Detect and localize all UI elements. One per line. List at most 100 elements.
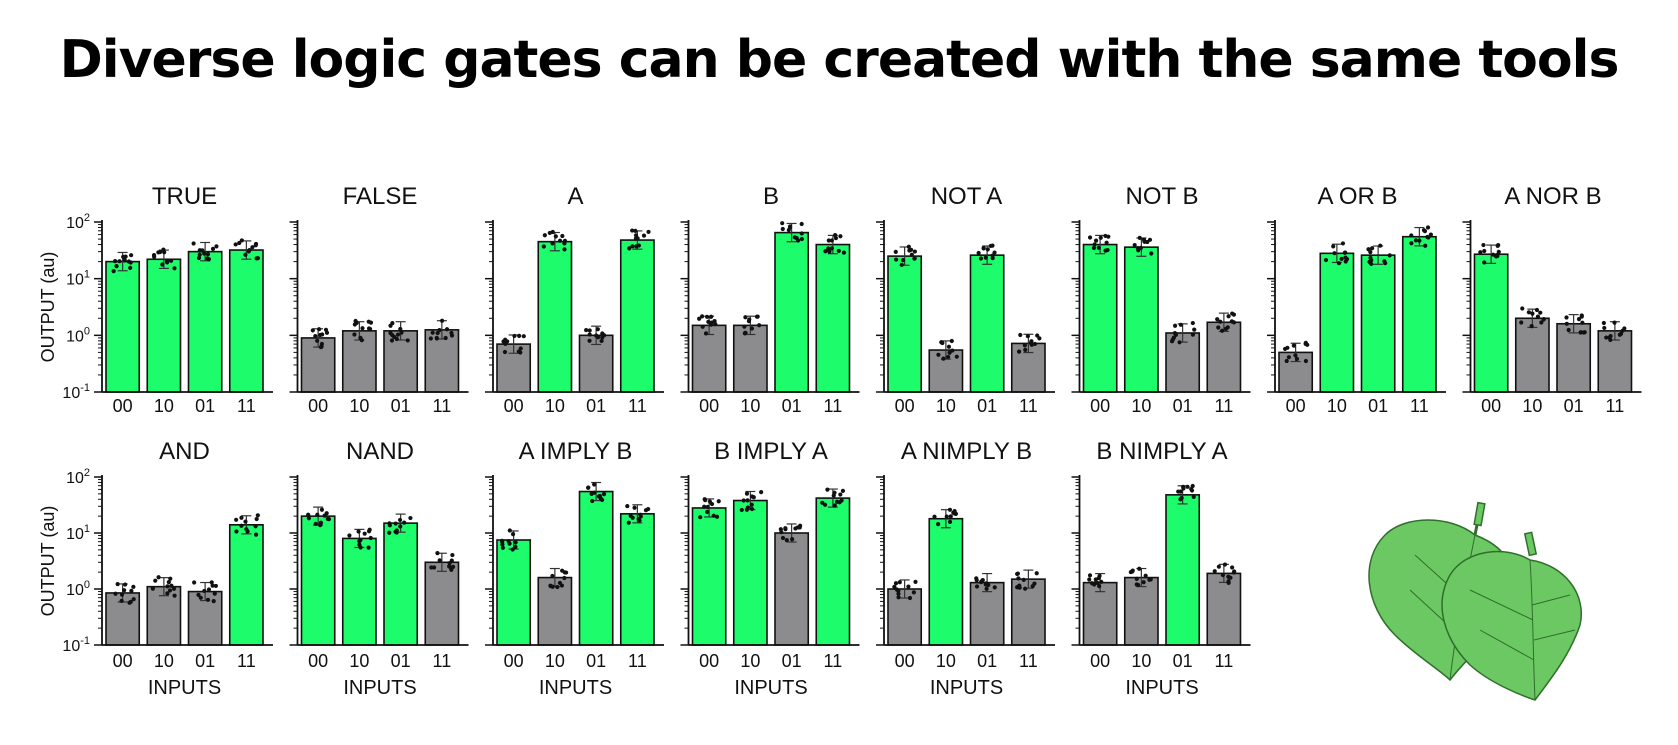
replicate-dot <box>1382 259 1387 264</box>
replicate-dot <box>237 240 242 246</box>
x-tick-label: 00 <box>1286 396 1306 416</box>
replicate-dot <box>1578 330 1583 335</box>
replicate-dot <box>1231 320 1237 325</box>
replicate-dot <box>893 581 899 586</box>
replicate-dot <box>507 528 512 533</box>
replicate-dot <box>434 335 439 340</box>
bar <box>578 490 614 646</box>
replicate-dot <box>306 516 311 521</box>
replicate-dot <box>1226 314 1231 319</box>
replicate-dot <box>1034 571 1039 576</box>
replicate-dot <box>1169 339 1175 344</box>
replicate-dot <box>714 514 720 519</box>
replicate-dot <box>992 585 997 590</box>
replicate-dot <box>1332 251 1337 256</box>
replicate-dot <box>169 583 174 588</box>
replicate-dot <box>313 334 318 339</box>
gate-chart-a-nimply-b: A NIMPLY B 00 10 01 11 INPUTS <box>876 438 1055 699</box>
replicate-dot <box>831 493 836 498</box>
replicate-dot <box>234 517 239 522</box>
replicate-dot <box>239 523 244 528</box>
replicate-dot <box>550 573 555 579</box>
replicate-dot <box>1369 258 1374 263</box>
bar <box>969 254 1005 393</box>
replicate-dot <box>827 249 832 254</box>
replicate-dot <box>1478 250 1483 255</box>
replicate-dot <box>985 247 990 252</box>
green-leaves-illustration-icon <box>1368 501 1582 701</box>
replicate-dot <box>447 564 452 569</box>
replicate-dot <box>510 547 515 552</box>
replicate-dot <box>1099 579 1104 584</box>
chart-title: A <box>567 183 583 210</box>
replicate-dot <box>1022 343 1027 348</box>
replicate-dot <box>1135 246 1140 251</box>
replicate-dot <box>1185 484 1190 489</box>
replicate-dot <box>628 513 633 519</box>
replicate-dot <box>1564 321 1569 326</box>
replicate-dot <box>322 513 327 518</box>
x-axis-label: INPUTS <box>343 677 416 699</box>
slide-title: Diverse logic gates can be created with … <box>59 30 1620 90</box>
x-tick-label: 10 <box>545 396 565 416</box>
x-tick-label: 11 <box>237 651 256 671</box>
x-tick-label: 10 <box>349 396 369 416</box>
replicate-dot <box>1220 572 1225 578</box>
x-tick-label: 01 <box>1564 396 1584 416</box>
replicate-dot <box>780 221 785 226</box>
replicate-dot <box>947 350 952 355</box>
replicate-dot <box>210 583 215 588</box>
replicate-dot <box>521 334 526 339</box>
bar <box>732 324 768 393</box>
replicate-dot <box>358 335 363 340</box>
replicate-dot <box>1366 247 1371 252</box>
bar <box>300 515 336 646</box>
replicate-dot <box>353 318 358 324</box>
replicate-dot <box>839 498 844 503</box>
replicate-dot <box>562 575 567 581</box>
replicate-dot <box>1413 238 1419 243</box>
replicate-dot <box>553 234 558 239</box>
replicate-dot <box>1526 310 1532 315</box>
replicate-dot <box>1582 330 1587 335</box>
replicate-dot <box>1230 565 1235 570</box>
replicate-dot <box>234 529 239 534</box>
replicate-dot <box>986 582 991 588</box>
replicate-dot <box>516 349 521 354</box>
replicate-dot <box>980 578 985 583</box>
replicate-dot <box>941 356 946 361</box>
x-tick-label: 01 <box>782 396 802 416</box>
replicate-dot <box>1035 333 1040 338</box>
replicate-dot <box>990 243 995 248</box>
x-tick-label: 11 <box>433 651 452 671</box>
x-axis-label: INPUTS <box>148 677 221 699</box>
replicate-dot <box>502 349 508 355</box>
replicate-dot <box>1482 248 1487 254</box>
replicate-dot <box>1580 320 1585 325</box>
gate-chart-false: FALSE 00 10 01 11 <box>289 183 469 416</box>
replicate-dot <box>113 259 118 264</box>
replicate-dot <box>1097 584 1102 589</box>
replicate-dot <box>255 256 261 261</box>
x-tick-label: 01 <box>391 651 411 671</box>
chart-title: A NOR B <box>1504 183 1601 210</box>
replicate-dot <box>389 338 395 343</box>
replicate-dot <box>443 335 448 341</box>
replicate-dot <box>129 588 134 594</box>
replicate-dot <box>111 269 116 274</box>
replicate-dot <box>206 587 212 592</box>
replicate-dot <box>325 516 330 522</box>
bar <box>1401 235 1437 393</box>
replicate-dot <box>165 260 170 265</box>
replicate-dot <box>584 327 589 333</box>
x-tick-label: 01 <box>586 396 606 416</box>
x-axis-label: INPUTS <box>539 677 612 699</box>
replicate-dot <box>196 592 201 598</box>
replicate-dot <box>1095 580 1100 585</box>
replicate-dot <box>1425 225 1431 230</box>
replicate-dot <box>450 552 455 558</box>
replicate-dot <box>1378 243 1383 248</box>
replicate-dot <box>310 328 315 333</box>
replicate-dot <box>1529 324 1534 329</box>
replicate-dot <box>122 588 127 593</box>
